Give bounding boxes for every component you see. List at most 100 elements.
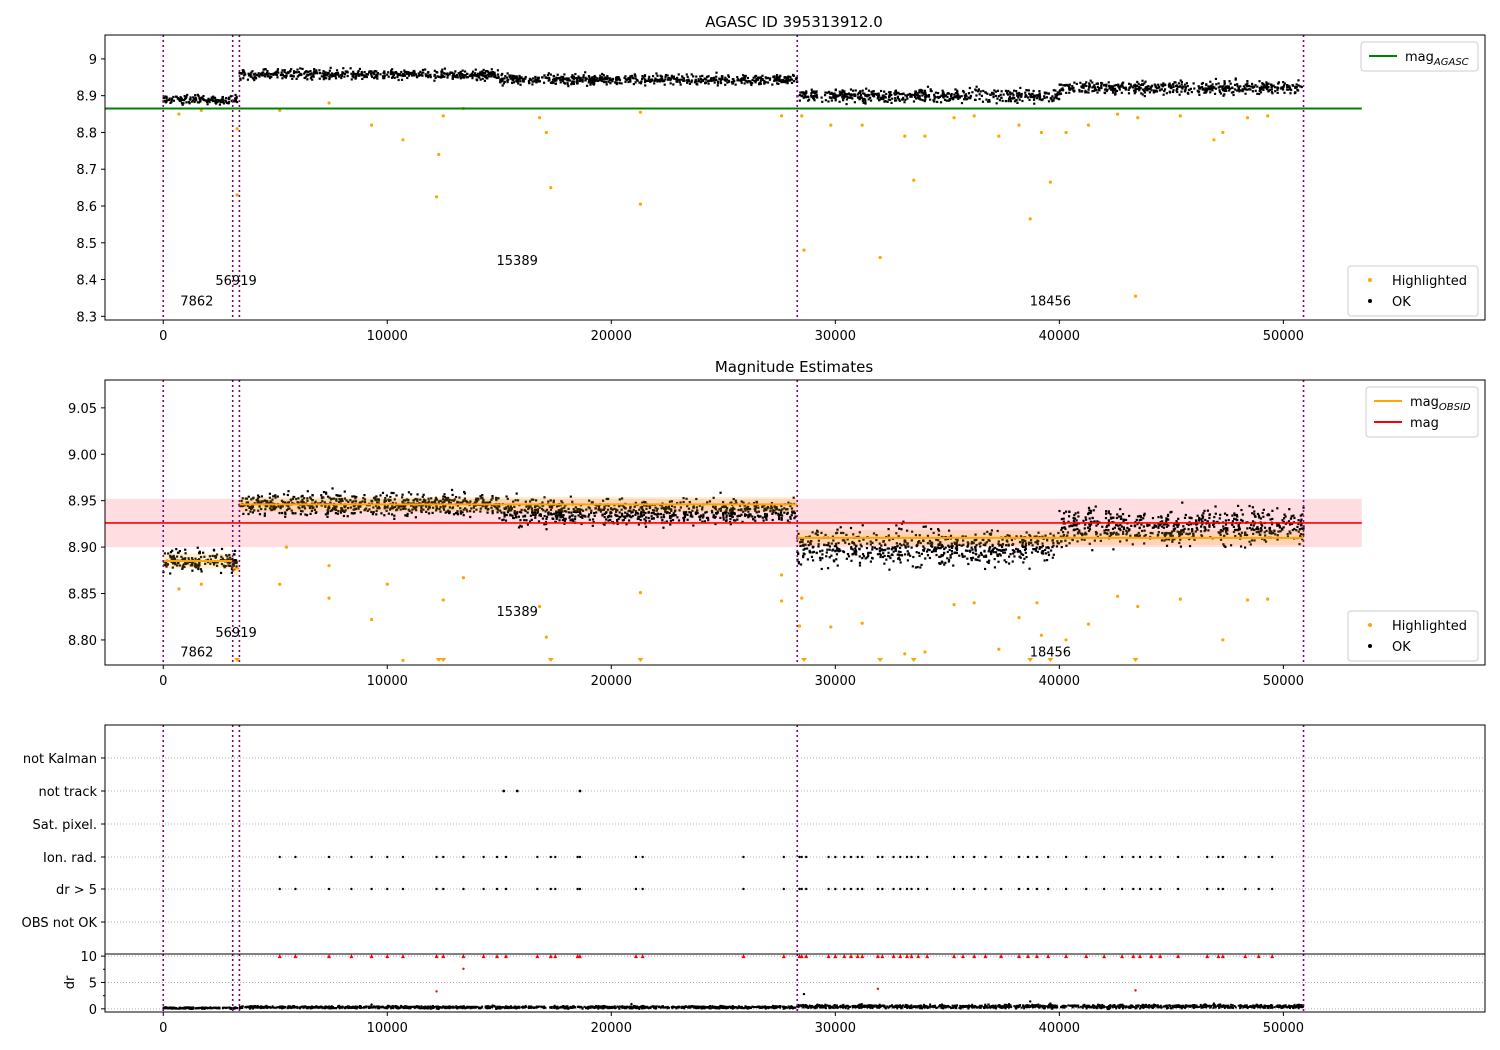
top-ok-point	[653, 79, 656, 82]
top-ok-point	[1231, 86, 1234, 90]
top-ok-point	[1227, 86, 1230, 89]
middle-ok-point	[593, 511, 596, 515]
middle-ok-point	[878, 552, 881, 555]
middle-ok-point	[801, 540, 804, 543]
top-ok-point	[584, 71, 587, 74]
middle-ok-point	[576, 507, 579, 511]
top-ok-point	[427, 76, 430, 79]
top-ok-point	[600, 79, 604, 83]
top-ok-point	[1111, 87, 1115, 90]
top-y-tick-label: 8.4	[76, 274, 97, 289]
middle-ok-point	[1111, 527, 1115, 530]
top-ok-point	[1258, 80, 1261, 83]
middle-ok-point	[513, 510, 516, 513]
middle-ok-point	[1038, 547, 1041, 550]
top-ok-point	[781, 78, 784, 82]
top-ok-point	[997, 95, 1000, 98]
middle-ok-point	[869, 540, 872, 543]
top-ok-point	[1100, 84, 1103, 87]
top-ok-point	[740, 81, 743, 84]
middle-ok-point	[677, 519, 681, 522]
middle-ok-point	[683, 515, 687, 518]
top-ok-point	[618, 79, 622, 82]
middle-ok-point	[889, 556, 892, 560]
top-ok-point	[974, 98, 977, 102]
middle-ok-point	[780, 509, 783, 512]
middle-ok-point	[641, 501, 644, 504]
middle-ok-point	[836, 546, 839, 550]
top-ok-point	[1181, 87, 1184, 90]
middle-ok-point	[383, 507, 386, 510]
top-highlighted-point	[638, 110, 643, 114]
middle-ok-point	[960, 544, 963, 547]
middle-ok-point	[974, 549, 977, 552]
top-ok-point	[1085, 91, 1088, 94]
top-ok-point	[655, 78, 658, 81]
top-highlighted-point	[1115, 112, 1120, 116]
middle-ok-point	[1122, 530, 1125, 533]
top-ok-point	[225, 101, 229, 105]
middle-ok-point	[335, 505, 338, 508]
top-ok-point	[364, 74, 367, 77]
middle-ok-point	[481, 496, 484, 499]
middle-ok-point	[444, 499, 447, 502]
top-ok-point	[600, 78, 603, 81]
middle-ok-point	[1300, 518, 1303, 521]
middle-ok-point	[758, 515, 761, 518]
middle-ok-point	[710, 509, 714, 513]
middle-ok-point	[486, 501, 489, 504]
top-ok-point	[941, 89, 944, 92]
middle-ok-point	[757, 510, 760, 513]
top-ok-point	[863, 92, 866, 95]
top-ok-point	[624, 80, 627, 83]
middle-ok-point	[1226, 514, 1229, 517]
middle-ok-point	[650, 511, 653, 515]
top-ok-point	[534, 75, 537, 79]
top-ok-point	[1293, 92, 1296, 95]
top-ok-point	[1021, 99, 1024, 103]
top-ok-point	[601, 72, 604, 76]
middle-ok-point	[876, 553, 880, 556]
middle-ok-point	[928, 539, 932, 543]
top-ok-point	[701, 74, 704, 78]
middle-ok-point	[1005, 544, 1008, 547]
top-ok-point	[608, 78, 611, 82]
top-ok-point	[531, 83, 534, 86]
middle-ok-point	[380, 512, 383, 515]
middle-ok-point	[235, 565, 238, 568]
middle-ok-point	[842, 531, 845, 535]
top-ok-point	[986, 100, 990, 103]
middle-ok-point	[1171, 534, 1174, 537]
middle-ok-point	[898, 527, 901, 530]
top-ok-point	[511, 81, 514, 84]
middle-ok-point	[274, 494, 277, 497]
middle-ok-point	[1271, 509, 1274, 512]
middle-ok-point	[1060, 545, 1063, 549]
middle-ok-point	[670, 509, 673, 512]
middle-ok-point	[584, 515, 587, 518]
top-ok-point	[632, 77, 635, 80]
top-ok-point	[813, 94, 817, 98]
top-ok-point	[314, 71, 317, 74]
top-ok-point	[648, 75, 651, 78]
top-ok-point	[1258, 87, 1261, 90]
middle-ok-point	[247, 495, 250, 498]
middle-ok-point	[375, 509, 378, 513]
top-ok-point	[305, 75, 308, 78]
top-ok-point	[862, 97, 865, 100]
top-highlighted-point	[235, 127, 239, 131]
middle-ok-point	[641, 507, 644, 510]
middle-ok-point	[672, 512, 675, 515]
top-highlighted-point	[912, 178, 916, 182]
middle-ok-point	[888, 539, 891, 542]
top-ok-point	[669, 82, 672, 85]
middle-ok-point	[405, 498, 408, 501]
middle-ok-point	[387, 499, 391, 503]
middle-ok-point	[171, 549, 174, 552]
middle-ok-point	[975, 543, 978, 547]
top-highlighted-point	[538, 116, 542, 120]
middle-ok-point	[607, 519, 610, 522]
middle-ok-point	[807, 544, 810, 547]
top-ok-point	[1094, 87, 1097, 90]
middle-ok-point	[469, 515, 472, 519]
